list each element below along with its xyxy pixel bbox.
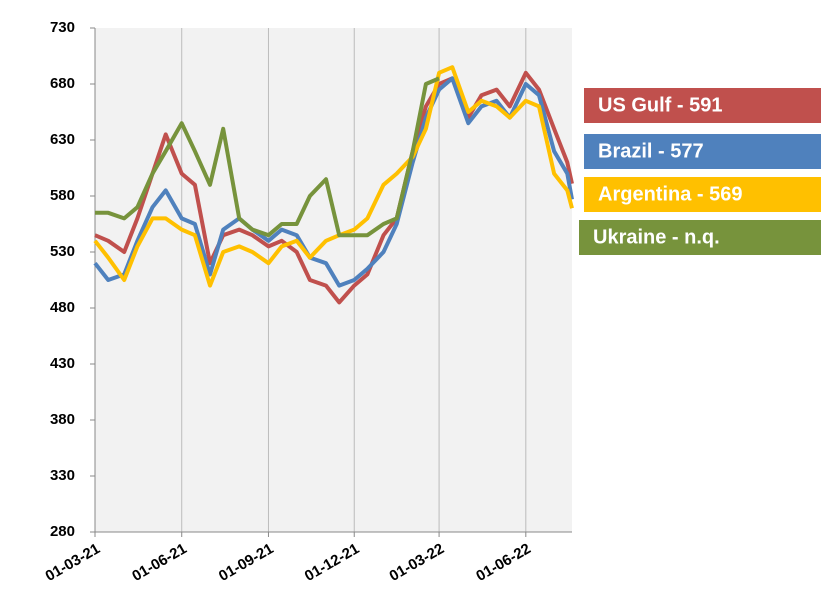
y-tick-label: 580 xyxy=(50,187,75,204)
series-line xyxy=(95,76,440,238)
y-tick-label: 530 xyxy=(50,243,75,260)
series-line xyxy=(93,76,574,288)
y-tick-label: 480 xyxy=(50,299,75,316)
y-tick-label: 330 xyxy=(50,467,75,484)
series-line xyxy=(94,70,574,305)
legend-swatch xyxy=(584,177,821,212)
x-tick-label: 01-09-21 xyxy=(216,540,277,585)
y-tick-label: 730 xyxy=(50,19,75,36)
x-tick-label: 01-12-21 xyxy=(302,540,363,585)
legend-label: US Gulf - 591 xyxy=(598,94,722,116)
legend-swatch xyxy=(584,88,821,123)
plot-area xyxy=(95,28,572,532)
x-tick-label: 01-06-22 xyxy=(473,540,534,585)
x-tick-label: 01-03-21 xyxy=(42,540,103,585)
legend-swatch xyxy=(579,220,821,255)
y-tick-label: 630 xyxy=(50,131,75,148)
x-tick-label: 01-03-22 xyxy=(387,540,448,585)
y-tick-label: 380 xyxy=(50,411,75,428)
y-tick-label: 280 xyxy=(50,523,75,540)
y-tick-label: 430 xyxy=(50,355,75,372)
legend-label: Brazil - 577 xyxy=(598,140,704,162)
x-tick-label: 01-06-21 xyxy=(129,540,190,585)
y-tick-label: 680 xyxy=(50,75,75,92)
legend-label: Ukraine - n.q. xyxy=(593,226,720,248)
legend-swatch xyxy=(584,134,821,169)
legend-label: Argentina - 569 xyxy=(598,183,742,205)
